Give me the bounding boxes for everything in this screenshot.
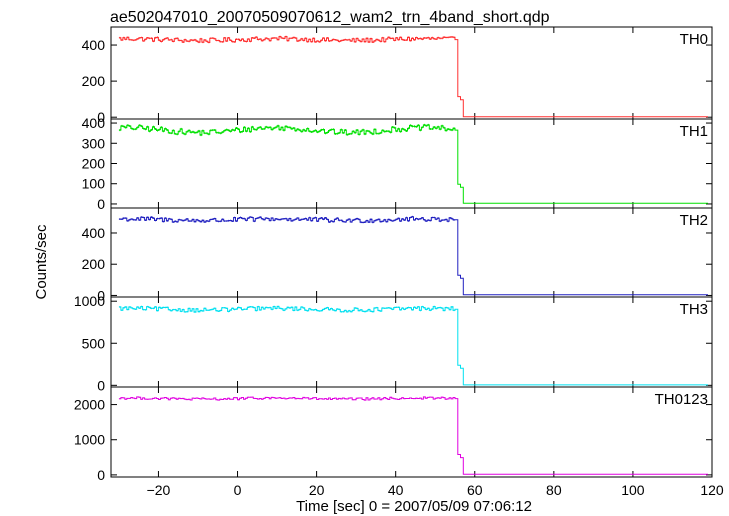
error-bars-th0123 — [119, 396, 455, 401]
error-bars-th1 — [119, 123, 455, 137]
panel-th0123: 0 1000 2000 TH0123 — [74, 386, 713, 483]
x-tick-label: −20 — [147, 482, 171, 498]
y-axis-label: Counts/sec — [33, 224, 50, 300]
panel-label: TH1 — [680, 123, 708, 140]
panel-th1: 0 100 200 300 400 TH1 — [82, 115, 713, 212]
error-bars-th3 — [119, 305, 455, 313]
series-line-th0 — [118, 36, 708, 118]
y-tick-label: 1000 — [74, 432, 105, 448]
panel-th2: 0 200 400 TH2 — [82, 207, 713, 303]
y-tick-label: 200 — [82, 256, 106, 272]
y-tick-label: 200 — [82, 156, 106, 172]
panel-label: TH3 — [680, 301, 708, 318]
y-tick-label: 500 — [82, 335, 106, 351]
panel-label: TH0123 — [655, 391, 708, 408]
x-tick-label: 100 — [621, 482, 645, 498]
y-tick-label: 400 — [82, 225, 106, 241]
x-tick-label: 120 — [700, 482, 724, 498]
y-tick-label: 0 — [97, 377, 105, 393]
panel-label: TH0 — [680, 31, 708, 48]
series-line-th3 — [118, 305, 708, 386]
y-tick-label: 400 — [82, 37, 106, 53]
x-tick-label: 0 — [234, 482, 242, 498]
panel-th3: 0 500 1000 TH3 — [74, 293, 713, 393]
x-tick-label: 20 — [309, 482, 325, 498]
y-tick-label: 1000 — [74, 293, 105, 309]
panel-frame — [110, 386, 713, 478]
panel-th0: 0 200 400 TH0 — [82, 26, 713, 125]
series-line-th2 — [118, 216, 708, 296]
x-axis-label: Time [sec] 0 = 2007/05/09 07:06:12 — [296, 498, 532, 515]
panel-frame — [110, 118, 713, 209]
y-tick-label: 0 — [97, 287, 105, 303]
y-tick-label: 0 — [97, 196, 105, 212]
panel-label: TH2 — [680, 212, 708, 229]
error-bars-th0 — [119, 35, 455, 44]
series-line-th1 — [118, 124, 708, 204]
panels: 0 200 400 TH0 0 100 200 300 400 TH1 0 200 400 TH2 0 500… — [74, 26, 713, 483]
y-tick-label: 200 — [82, 73, 106, 89]
error-bars-th2 — [119, 215, 455, 224]
x-axis-ticks: −20 0 20 40 60 80 100 120 — [147, 482, 724, 498]
y-tick-label: 0 — [97, 109, 105, 125]
x-tick-label: 80 — [546, 482, 562, 498]
y-tick-label: 300 — [82, 135, 106, 151]
x-tick-label: 60 — [467, 482, 483, 498]
y-tick-label: 100 — [82, 176, 106, 192]
y-tick-label: 400 — [82, 115, 106, 131]
x-tick-label: 40 — [388, 482, 404, 498]
series-line-th0123 — [118, 396, 708, 475]
chart-title: ae502047010_20070509070612_wam2_trn_4ban… — [110, 9, 550, 26]
y-tick-label: 0 — [97, 467, 105, 483]
y-tick-label: 2000 — [74, 397, 105, 413]
